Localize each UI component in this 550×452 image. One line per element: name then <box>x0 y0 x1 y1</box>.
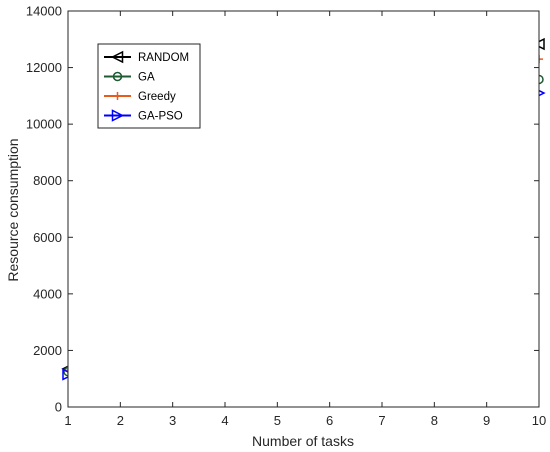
y-tick-label-12000: 12000 <box>26 60 62 75</box>
x-tick-label-1: 1 <box>64 413 71 428</box>
legend-entry-greedy: Greedy <box>104 91 176 103</box>
legend-marker-random <box>110 50 124 64</box>
y-tick-label-10000: 10000 <box>26 117 62 132</box>
x-tick-label-3: 3 <box>169 413 176 428</box>
x-tick-label-9: 9 <box>483 413 490 428</box>
x-axis-label: Number of tasks <box>252 433 354 449</box>
x-tick-label-8: 8 <box>431 413 438 428</box>
x-tick-label-10: 10 <box>532 413 546 428</box>
legend-label-random: RANDOM <box>138 52 189 64</box>
y-tick-label-2000: 2000 <box>33 343 62 358</box>
x-tick-label-5: 5 <box>274 413 281 428</box>
legend-label-ga-pso: GA-PSO <box>138 111 183 123</box>
y-tick-label-8000: 8000 <box>33 173 62 188</box>
legend-marker-ga <box>112 71 123 82</box>
x-tick-label-7: 7 <box>378 413 385 428</box>
legend-entry-random: RANDOM <box>104 50 189 64</box>
legend-entry-ga: GA <box>104 72 155 84</box>
x-tick-label-2: 2 <box>117 413 124 428</box>
x-tick-label-6: 6 <box>326 413 333 428</box>
legend-marker-ga-pso <box>111 109 125 122</box>
legend-entry-ga-pso: GA-PSO <box>104 109 183 123</box>
legend-label-greedy: Greedy <box>138 91 176 103</box>
y-tick-label-6000: 6000 <box>33 230 62 245</box>
legend: RANDOM GA Greedy GA-PSO <box>97 43 201 129</box>
legend-marker-greedy <box>113 92 122 100</box>
y-tick-label-14000: 14000 <box>26 4 62 19</box>
y-tick-label-0: 0 <box>55 400 62 415</box>
y-tick-label-4000: 4000 <box>33 286 62 301</box>
legend-label-ga: GA <box>138 72 155 84</box>
y-axis-label: Resource consumption <box>5 138 21 281</box>
x-tick-label-4: 4 <box>221 413 228 428</box>
